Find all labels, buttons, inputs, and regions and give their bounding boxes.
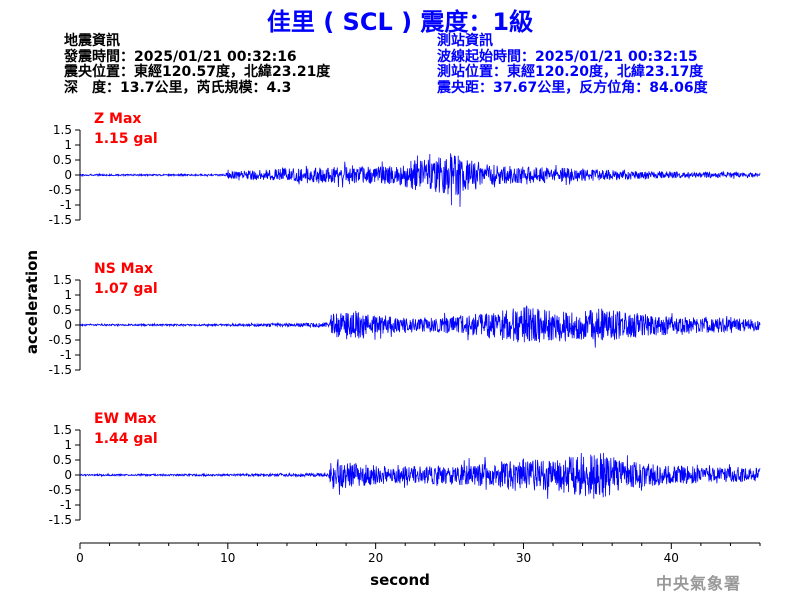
station-location: 測站位置：東經120.20度，北緯23.17度 xyxy=(437,64,704,80)
y-tick-label: -1.5 xyxy=(49,363,72,377)
y-tick-label: 1.5 xyxy=(53,273,72,287)
max-label-z: Z Max xyxy=(94,111,141,127)
x-tick-label: 30 xyxy=(516,551,531,565)
y-tick-label: -1.5 xyxy=(49,513,72,527)
y-tick-label: 0.5 xyxy=(53,453,72,467)
x-tick-label: 20 xyxy=(368,551,383,565)
y-tick-label: -0.5 xyxy=(49,183,72,197)
x-tick-label: 40 xyxy=(664,551,679,565)
waveform-ew xyxy=(79,452,761,499)
wave-start-time: 波線起始時間：2025/01/21 00:32:15 xyxy=(437,48,698,65)
max-label-ns: NS Max xyxy=(94,261,153,277)
waveform-z xyxy=(79,153,761,207)
y-tick-label: -1 xyxy=(60,498,72,512)
y-tick-label: -1 xyxy=(60,348,72,362)
y-tick-label: -0.5 xyxy=(49,483,72,497)
y-tick-label: -0.5 xyxy=(49,333,72,347)
station-info: 測站資訊 波線起始時間：2025/01/21 00:32:15 測站位置：東經1… xyxy=(437,33,708,96)
x-axis-label: second xyxy=(370,571,430,589)
station-info-heading: 測站資訊 xyxy=(437,33,493,49)
y-axis-label: acceleration xyxy=(23,250,41,354)
max-value-ns: 1.07 gal xyxy=(94,281,158,297)
epicenter: 震央位置：東經120.57度，北緯23.21度 xyxy=(64,64,331,80)
y-tick-label: 1.5 xyxy=(53,123,72,137)
y-tick-label: 1 xyxy=(64,438,72,452)
x-tick-label: 10 xyxy=(220,551,235,565)
max-label-ew: EW Max xyxy=(94,411,156,427)
max-value-ew: 1.44 gal xyxy=(94,431,158,447)
max-value-z: 1.15 gal xyxy=(94,131,158,147)
y-tick-label: 0.5 xyxy=(53,153,72,167)
epicentral-distance: 震央距：37.67公里，反方位角：84.06度 xyxy=(437,79,708,96)
quake-info: 地震資訊 發震時間：2025/01/21 00:32:16 震央位置：東經120… xyxy=(64,33,331,96)
y-tick-label: 0 xyxy=(64,318,72,332)
y-tick-label: 0 xyxy=(64,468,72,482)
origin-time: 發震時間：2025/01/21 00:32:16 xyxy=(64,48,297,65)
y-tick-label: 0 xyxy=(64,168,72,182)
y-tick-label: 0.5 xyxy=(53,303,72,317)
waveform-ns xyxy=(79,305,761,348)
quake-info-heading: 地震資訊 xyxy=(64,33,120,49)
depth-magnitude: 深 度：13.7公里，芮氏規模：4.3 xyxy=(64,79,292,96)
page-title: 佳里 ( SCL ) 震度：1級 xyxy=(266,8,534,36)
watermark-logo: 中央氣象署 xyxy=(656,574,742,593)
y-tick-label: 1.5 xyxy=(53,423,72,437)
y-tick-label: 1 xyxy=(64,288,72,302)
x-tick-label: 0 xyxy=(76,551,84,565)
y-tick-label: -1.5 xyxy=(49,213,72,227)
y-tick-label: -1 xyxy=(60,198,72,212)
y-tick-label: 1 xyxy=(64,138,72,152)
